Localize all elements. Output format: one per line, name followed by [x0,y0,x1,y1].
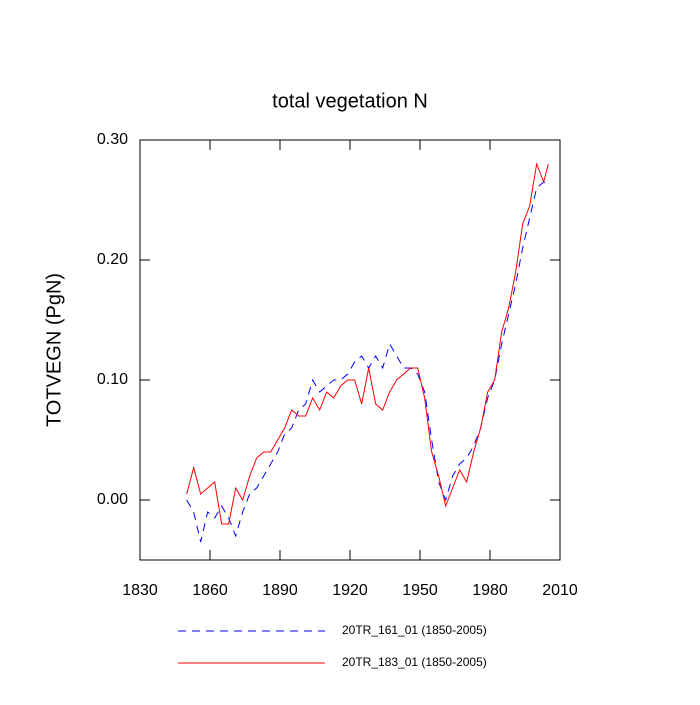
x-tick-label: 1830 [122,582,158,599]
y-axis-label: TOTVEGN (PgN) [43,273,65,427]
y-tick-label: 0.20 [97,251,128,268]
legend-label: 20TR_161_01 (1850-2005) [342,623,487,637]
x-tick-label: 1920 [332,582,368,599]
legend-label: 20TR_183_01 (1850-2005) [342,655,487,669]
data-line [186,162,549,525]
y-tick-label: 0.00 [97,491,128,508]
y-tick-label: 0.30 [97,131,128,148]
x-tick-label: 2010 [542,582,578,599]
plot-frame [139,139,561,561]
data-line [186,181,549,543]
x-tick-label: 1890 [262,582,298,599]
x-tick-label: 1980 [472,582,508,599]
chart-title: total vegetation N [272,90,428,112]
x-tick-label: 1860 [192,582,228,599]
y-tick-label: 0.10 [97,371,128,388]
x-tick-label: 1950 [402,582,438,599]
